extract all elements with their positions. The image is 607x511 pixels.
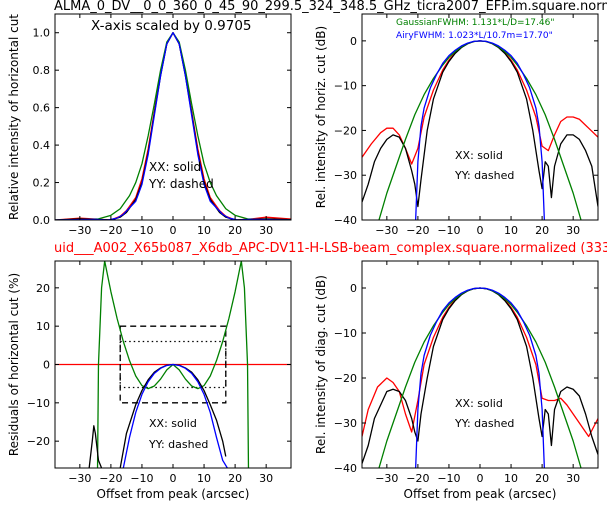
x-tick-label: −30 [375,472,398,485]
series-line-blue [122,363,228,468]
x-tick-label: 20 [228,472,242,485]
x-tick-label: −20 [99,224,122,237]
y-tick-label: −20 [334,124,357,137]
y-tick-label: −10 [334,80,357,93]
y-tick-label: −20 [334,372,357,385]
x-tick-label: 30 [259,472,273,485]
series-line-green [55,32,291,220]
x-tick-label: −20 [406,472,429,485]
x-tick-label: −10 [130,472,153,485]
threshold-box-10pct [119,325,227,404]
x-tick-label: −20 [99,472,122,485]
y-axis-label: Rel. intensity of horiz. cut (dB) [314,26,328,208]
x-tick-label: −30 [68,224,91,237]
annotation-text: X-axis scaled by 0.9705 [91,18,252,34]
panel-bottom-right: −30 −20 −10 0 10 20 30 −40 −30 −20 −10 0 Offset from… [314,260,599,501]
y-tick-label: 0.8 [33,64,51,77]
x-tick-label: 0 [477,472,484,485]
figure-title: ALMA_0_DV__0_0_360_0_45_90_299.5_324_348… [54,0,607,14]
figure-subtitle: uid___A002_X65b087_X6db_APC-DV11-H-LSB-b… [54,241,607,256]
y-tick-label: −10 [334,327,357,340]
annotation-text: YY: dashed [454,417,514,430]
x-tick-label: 30 [566,472,580,485]
series-line-red [362,40,598,165]
x-tick-label: 10 [197,224,211,237]
y-tick-label: 0 [350,35,357,48]
y-tick-label: 1.0 [33,27,51,40]
x-tick-label: 10 [197,472,211,485]
y-tick-label: 0.4 [33,139,51,152]
x-axis-label: Offset from peak (arcsec) [404,487,557,501]
panel-top-left: −30 −20 −10 0 10 20 30 0.0 0.2 0.4 0.6 0.8 1.0 Relati… [7,13,292,237]
annotation-text: XX: solid [149,417,197,430]
y-tick-label: −30 [334,417,357,430]
y-tick-label: −40 [334,462,357,475]
plot-area [362,287,598,468]
y-tick-label: 10 [36,320,50,333]
panel-top-right: −30 −20 −10 0 10 20 30 −40 −30 −20 −10 0 Rel. intens… [314,13,599,237]
x-tick-label: 10 [504,224,518,237]
x-tick-label: 20 [535,472,549,485]
series-line-blue [55,32,291,220]
y-tick-label: −10 [27,397,50,410]
panel-bottom-left: −30 −20 −10 0 10 20 30 −20 −10 0 10 20 Offset from p… [7,260,292,501]
y-axis-label: Relative intensity of horizontal cut [7,14,21,220]
x-tick-label: 0 [170,472,177,485]
x-tick-label: −10 [437,472,460,485]
series-line-black [88,425,103,468]
x-tick-label: −30 [375,224,398,237]
y-tick-label: 0 [350,282,357,295]
axes-frame [361,260,599,469]
x-tick-label: −10 [437,224,460,237]
y-tick-label: 20 [36,282,50,295]
x-tick-label: −10 [130,224,153,237]
legend-entry: GaussianFWHM: 1.131*L/D=17.46" [396,18,554,28]
x-tick-label: 0 [170,224,177,237]
y-tick-label: 0.0 [33,214,51,227]
y-tick-label: −20 [27,435,50,448]
y-axis-label: Rel. intensity of diag. cut (dB) [314,275,328,454]
series-line-blue [415,40,545,220]
plot-area [55,261,291,468]
y-axis-label: Residuals of horizontal cut (%) [7,273,21,456]
annotation-text: YY: dashed [454,169,514,182]
legend-entry: AiryFWHM: 1.023*L/10.7m=17.70" [396,31,553,41]
plot-area [362,40,598,220]
annotation-text: YY: dashed [148,438,208,451]
x-tick-label: 30 [566,224,580,237]
annotation-text: XX: solid [149,160,201,174]
x-tick-label: 20 [535,224,549,237]
threshold-box-6pct [119,340,227,389]
annotation-text: YY: dashed [148,177,214,191]
axes-frame [361,13,599,221]
x-tick-label: −20 [406,224,429,237]
y-tick-label: 0.2 [33,177,51,190]
y-tick-label: −30 [334,169,357,182]
series-line-black [55,32,291,220]
x-tick-label: 20 [228,224,242,237]
series-line-red [362,287,598,438]
series-line-black [362,287,598,464]
y-tick-label: 0.6 [33,102,51,115]
x-tick-label: 30 [259,224,273,237]
x-tick-label: −30 [68,472,91,485]
series-line-red [55,32,291,220]
plot-area [55,32,291,220]
y-tick-label: 0 [43,359,50,372]
series-line-blue [415,287,545,468]
x-tick-label: 10 [504,472,518,485]
annotation-text: XX: solid [455,397,503,410]
x-tick-label: 0 [477,224,484,237]
annotation-text: XX: solid [455,149,503,162]
x-axis-label: Offset from peak (arcsec) [97,487,250,501]
y-tick-label: −40 [334,214,357,227]
